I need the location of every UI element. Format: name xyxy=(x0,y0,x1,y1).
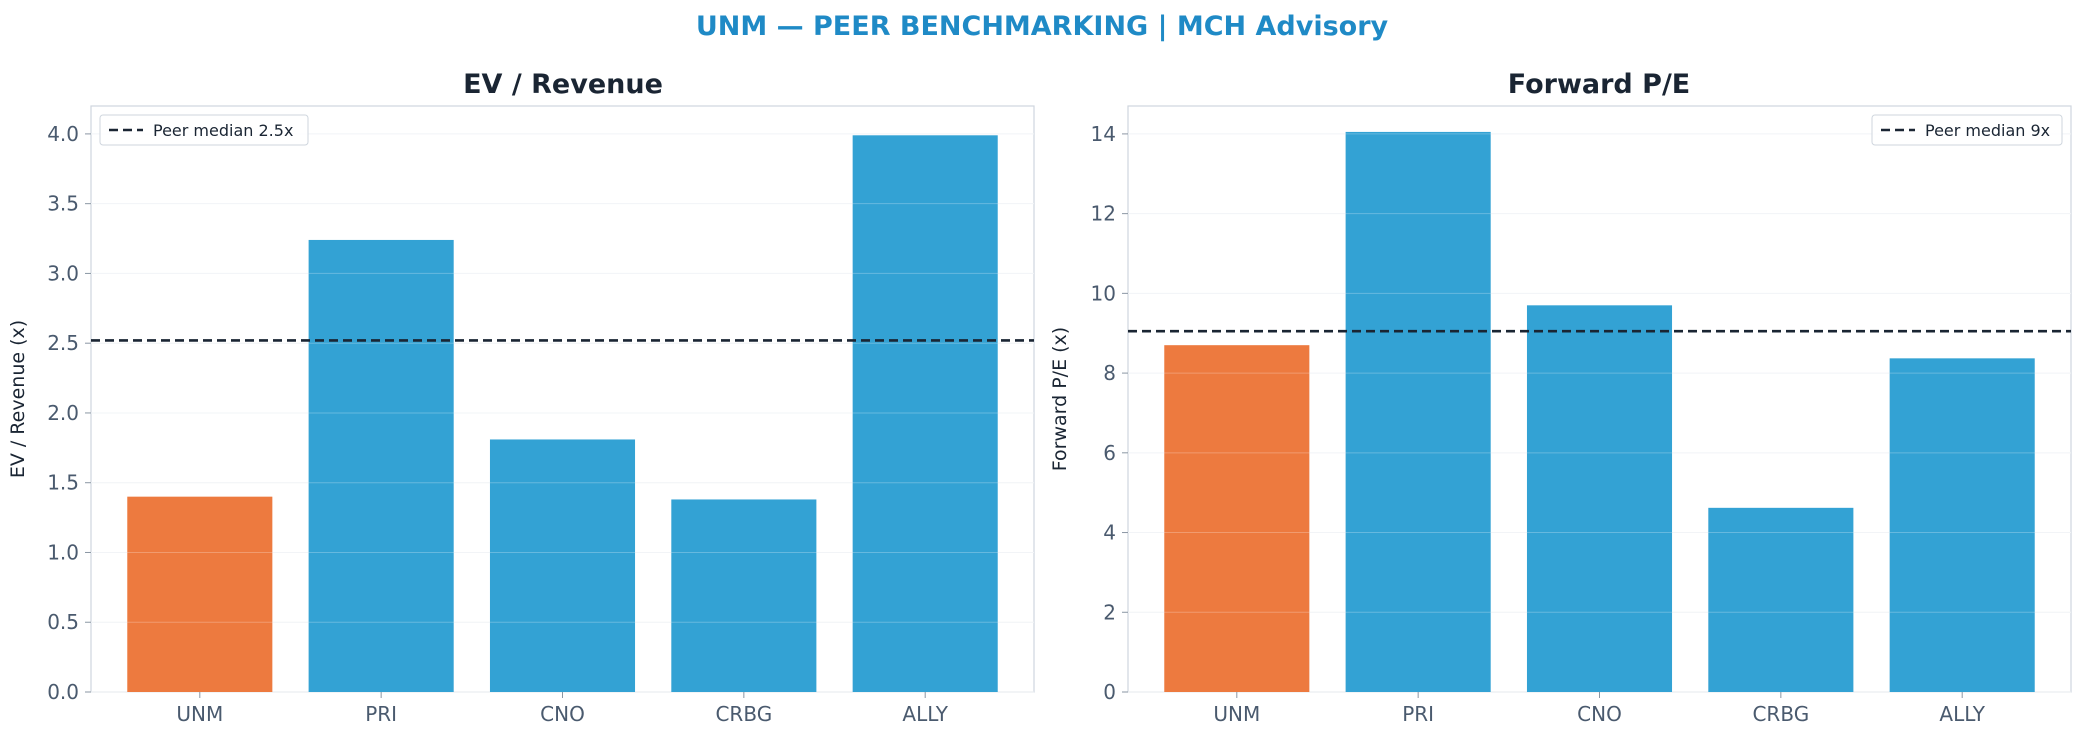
legend-box xyxy=(1871,114,2063,146)
bar-crbg xyxy=(671,499,817,692)
y-tick-label: 12 xyxy=(1091,202,1116,226)
y-tick-label: 3.5 xyxy=(47,192,79,216)
y-tick-label: 10 xyxy=(1091,281,1116,305)
bar-pri xyxy=(308,239,454,692)
x-tick-label: UNM xyxy=(176,702,223,726)
y-tick-label: 0.5 xyxy=(47,610,79,634)
y-axis-label: EV / Revenue (x) xyxy=(7,320,29,478)
y-tick-label: 0 xyxy=(1103,680,1116,704)
y-tick-label: 1.0 xyxy=(47,540,79,564)
legend: Peer median 9x xyxy=(1871,114,2063,146)
y-tick-label: 14 xyxy=(1091,122,1116,146)
x-tick-label: PRI xyxy=(365,702,397,726)
x-tick-label: PRI xyxy=(1402,702,1434,726)
x-tick-label: CNO xyxy=(1577,702,1622,726)
x-tick-label: ALLY xyxy=(1939,702,1985,726)
x-tick-label: CRBG xyxy=(1752,702,1809,726)
y-tick-label: 2.5 xyxy=(47,331,79,355)
y-tick-label: 4 xyxy=(1103,521,1116,545)
legend-box xyxy=(99,114,309,146)
y-tick-label: 1.5 xyxy=(47,471,79,495)
chart-title: EV / Revenue xyxy=(463,69,663,100)
y-tick-label: 4.0 xyxy=(47,122,79,146)
y-tick-label: 6 xyxy=(1103,441,1116,465)
y-tick-label: 3.0 xyxy=(47,261,79,285)
bar-unm xyxy=(1164,345,1310,692)
y-axis-label: Forward P/E (x) xyxy=(1049,327,1071,471)
y-tick-label: 2.0 xyxy=(47,401,79,425)
x-tick-label: UNM xyxy=(1213,702,1260,726)
figure-title: UNM — PEER BENCHMARKING | MCH Advisory xyxy=(696,11,1389,42)
bar-unm xyxy=(127,496,273,692)
bar-ally xyxy=(1889,358,2035,692)
chart-forward-pe: 0 2 4 6 8 10 12 14 UNM PRI CNO CRBG ALLY Forward P/E F… xyxy=(1049,69,2072,726)
y-tick-label: 0.0 xyxy=(47,680,79,704)
legend-label: Peer median 9x xyxy=(1925,121,2050,140)
bar-cno xyxy=(1526,305,1673,692)
x-tick-label: CRBG xyxy=(715,702,772,726)
legend: Peer median 2.5x xyxy=(99,114,309,146)
bar-ally xyxy=(852,135,998,693)
y-tick-label: 8 xyxy=(1103,361,1116,385)
bar-cno xyxy=(489,439,636,692)
y-tick-label: 2 xyxy=(1103,600,1116,624)
x-tick-label: CNO xyxy=(540,702,585,726)
x-tick-label: ALLY xyxy=(902,702,948,726)
legend-label: Peer median 2.5x xyxy=(153,121,293,140)
bar-pri xyxy=(1345,131,1491,692)
chart-title: Forward P/E xyxy=(1508,69,1691,100)
chart-ev-revenue: 0.0 0.5 1.0 1.5 2.0 2.5 3.0 3.5 4.0 UNM PRI CNO CRBG… xyxy=(7,69,1035,726)
bar-crbg xyxy=(1708,507,1854,692)
